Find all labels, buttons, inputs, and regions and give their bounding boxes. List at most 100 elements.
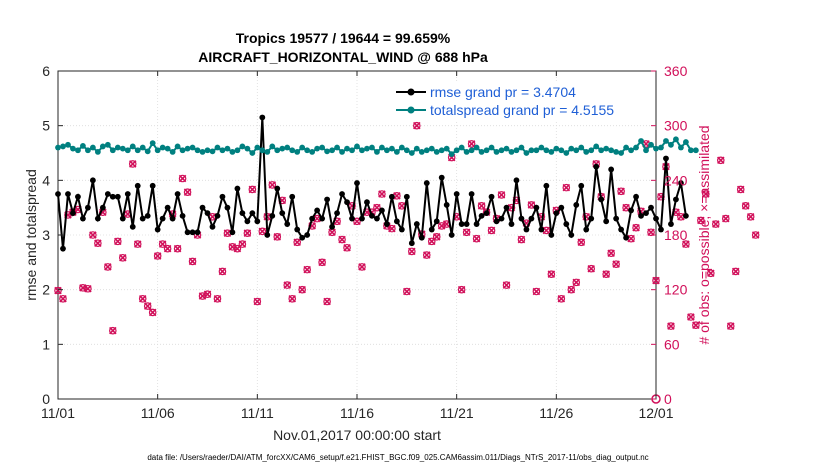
series-point bbox=[104, 141, 111, 148]
series-point bbox=[418, 234, 425, 241]
series-point bbox=[159, 144, 166, 151]
series-point bbox=[588, 147, 595, 154]
gridlines bbox=[58, 71, 656, 399]
series-point bbox=[229, 229, 236, 236]
obs-point bbox=[741, 202, 750, 210]
series-point bbox=[189, 144, 196, 151]
series-point bbox=[603, 218, 610, 225]
series-point bbox=[643, 147, 649, 154]
obs-point bbox=[502, 281, 511, 289]
series-point bbox=[204, 210, 211, 217]
series-point bbox=[129, 223, 136, 230]
series-point bbox=[89, 177, 96, 184]
series-point bbox=[583, 226, 590, 233]
obs-point bbox=[711, 220, 720, 228]
obs-point bbox=[572, 278, 581, 287]
obs-point bbox=[682, 240, 690, 248]
obs-point bbox=[258, 227, 267, 236]
obs-point bbox=[687, 313, 695, 321]
series-point bbox=[354, 180, 360, 186]
obs-point bbox=[163, 244, 172, 253]
series-point bbox=[80, 142, 86, 149]
series-point bbox=[334, 144, 340, 151]
series-point bbox=[428, 145, 435, 152]
series-point bbox=[249, 150, 256, 156]
obs-point bbox=[213, 294, 222, 303]
series-point bbox=[628, 147, 634, 154]
series-point bbox=[543, 147, 550, 154]
series-point bbox=[528, 215, 535, 222]
series-point bbox=[638, 212, 644, 219]
series-point bbox=[438, 174, 445, 181]
obs-point bbox=[54, 286, 62, 295]
series-point bbox=[468, 191, 475, 197]
series-point bbox=[274, 147, 281, 154]
plot-area bbox=[57, 70, 657, 400]
obs-point bbox=[173, 244, 182, 253]
series-point bbox=[533, 147, 540, 154]
obs-point bbox=[403, 287, 411, 296]
series-point bbox=[618, 226, 625, 233]
series-point bbox=[692, 147, 699, 154]
series-point bbox=[653, 215, 659, 222]
series-point bbox=[384, 147, 390, 154]
x-tick-label: 11/11 bbox=[241, 405, 274, 421]
series-point bbox=[134, 182, 141, 189]
series-point bbox=[359, 147, 365, 154]
series-point bbox=[408, 150, 415, 156]
series-point bbox=[314, 207, 321, 214]
series-point bbox=[309, 149, 316, 155]
rmse-series bbox=[55, 114, 689, 252]
series-point bbox=[129, 143, 136, 150]
series-point bbox=[388, 145, 395, 152]
series-point bbox=[374, 215, 380, 222]
series-point bbox=[463, 221, 470, 227]
obs-point bbox=[527, 201, 536, 209]
series-point bbox=[443, 145, 450, 152]
obs-point bbox=[607, 249, 615, 258]
obs-point bbox=[617, 187, 625, 196]
obs-point bbox=[293, 238, 302, 247]
y2-tick-label: 180 bbox=[664, 227, 688, 243]
y-tick-label: 2 bbox=[42, 282, 50, 298]
series-point bbox=[179, 212, 186, 219]
series-point bbox=[403, 147, 410, 154]
obs-point bbox=[746, 212, 755, 221]
x-tick-label: 12/01 bbox=[638, 405, 673, 421]
series-point bbox=[154, 226, 161, 233]
series-point bbox=[498, 215, 505, 222]
series-point bbox=[244, 145, 251, 152]
obs-point bbox=[94, 239, 102, 248]
series-point bbox=[483, 147, 490, 154]
series-point bbox=[55, 144, 61, 151]
series-point bbox=[423, 147, 430, 154]
series-point bbox=[244, 218, 251, 225]
series-point bbox=[334, 210, 340, 217]
obs-point bbox=[378, 190, 386, 198]
series-point bbox=[184, 229, 191, 236]
obs-point bbox=[188, 257, 197, 266]
series-point bbox=[104, 191, 111, 197]
obs-point bbox=[472, 234, 481, 243]
series-point bbox=[558, 204, 565, 211]
series-point bbox=[269, 212, 276, 219]
obs-point bbox=[128, 160, 137, 168]
series-point bbox=[403, 193, 410, 200]
series-point bbox=[374, 149, 380, 155]
series-point bbox=[239, 143, 246, 150]
obs-point bbox=[547, 270, 556, 278]
obs-point bbox=[318, 258, 326, 267]
series-point bbox=[349, 147, 355, 154]
series-point bbox=[523, 150, 530, 156]
y-axis-label: rmse and totalspread bbox=[23, 169, 39, 301]
series-point bbox=[289, 193, 296, 200]
obs-point bbox=[487, 226, 496, 235]
axis-ticks bbox=[57, 70, 657, 400]
series-point bbox=[613, 149, 620, 155]
series-point bbox=[463, 149, 470, 155]
obs-point bbox=[497, 191, 506, 199]
obs-point bbox=[268, 181, 277, 189]
series-point bbox=[319, 215, 326, 222]
series-point bbox=[518, 215, 525, 222]
series-point bbox=[349, 215, 355, 222]
